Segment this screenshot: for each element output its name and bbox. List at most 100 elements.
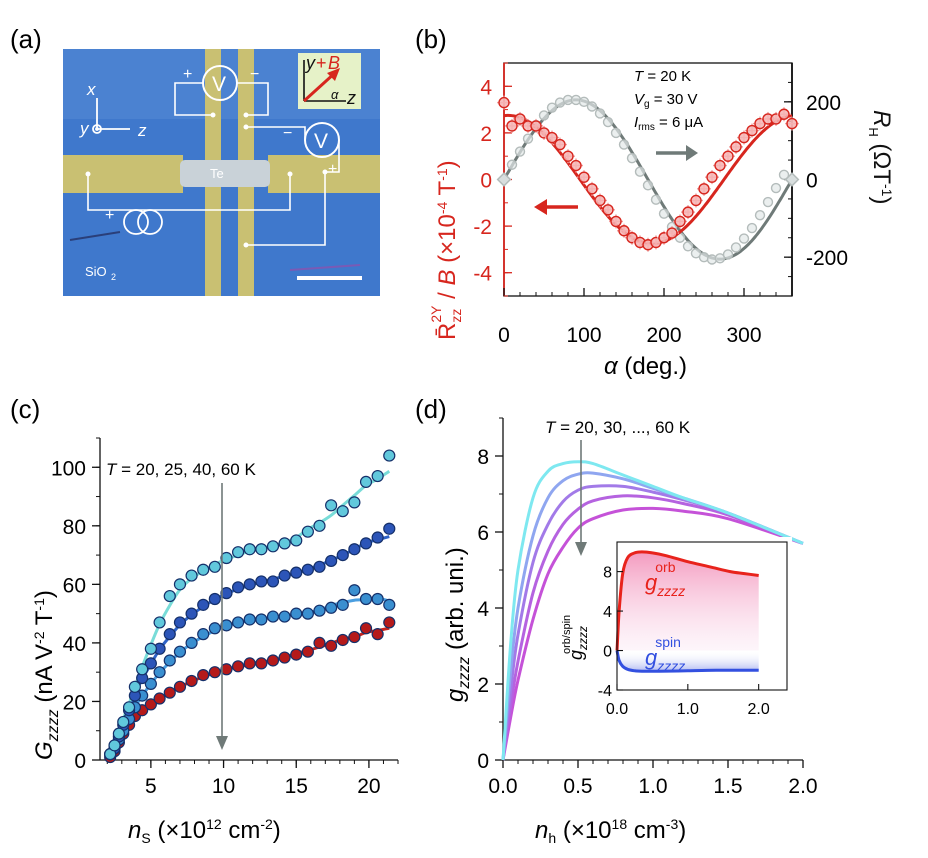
rh-point (762, 196, 774, 208)
inset-ytick-label: 4 (603, 604, 612, 621)
rh-point (626, 152, 638, 164)
r2y-point (594, 194, 606, 207)
c-point (383, 522, 396, 535)
c-point (220, 587, 233, 600)
ylabel-left: R̄zz2Y / B (×10-4 T-1) (428, 160, 464, 340)
c-point (197, 563, 210, 576)
rh-point (778, 169, 790, 181)
b-ytick-right-label: 0 (806, 170, 818, 193)
c-point (243, 543, 256, 556)
r2y-point (498, 96, 510, 109)
c-point (163, 686, 176, 699)
c-point (325, 639, 338, 652)
c-point (144, 698, 157, 711)
c-point (336, 505, 349, 518)
c-point (290, 648, 303, 661)
c-point (301, 525, 314, 538)
c-point (359, 475, 373, 489)
c-ytick-label: 60 (63, 574, 86, 597)
rh-point (682, 241, 694, 252)
inset-orb-label: gzzzzorb (645, 559, 685, 599)
c-point (153, 616, 166, 629)
temperature-arrowhead (216, 736, 228, 750)
panel-a-label: (a) (10, 24, 42, 54)
current-source-left (123, 209, 149, 235)
c-point (290, 534, 303, 547)
inset-B-label: B (328, 53, 340, 73)
c-point (266, 575, 280, 588)
b-ytick-left-label: 0 (480, 170, 492, 193)
c-point (383, 616, 396, 629)
d-ytick-label: 8 (477, 446, 489, 469)
field-direction-inset (298, 53, 361, 109)
axis-x-label: x (86, 80, 96, 99)
r2y-point (666, 227, 678, 239)
c-point (117, 715, 130, 729)
d-xtick-label: 1.0 (638, 775, 667, 798)
c-point (144, 642, 157, 655)
plot-c-ticks: 5 10 15 20 0 20 40 60 80 100 (51, 437, 399, 798)
c-point (153, 692, 166, 705)
rh-point (746, 222, 758, 234)
c-point (359, 537, 373, 550)
rh-point (578, 96, 590, 108)
r2y-point (682, 206, 694, 218)
panel-c: (c) 5 10 15 20 0 20 40 60 80 100 T = 20, 25, 40, … (10, 394, 399, 846)
r2y-point (706, 171, 718, 183)
c-ytick-label: 100 (51, 457, 86, 480)
r2y-point (554, 138, 566, 151)
axis-y-label: y (79, 119, 90, 138)
c-point (301, 607, 314, 620)
c-point (348, 496, 361, 509)
voltmeter-right-minus: − (283, 125, 292, 142)
c-xtick-label: 20 (357, 775, 380, 798)
rh-point (538, 110, 550, 121)
rh-point (770, 182, 782, 194)
c-point (348, 543, 361, 556)
b-xtick-label: 0 (498, 324, 510, 347)
c-point (290, 607, 303, 620)
xlabel-c: nS (×1012 cm-2) (128, 816, 281, 846)
c-point (153, 666, 166, 679)
plot-b-ticks: 0 100 200 300 -4 -2 0 2 4 -200 0 200 (473, 62, 848, 347)
rh-point (506, 159, 518, 170)
c-point (231, 616, 245, 629)
r2y-point (746, 124, 758, 137)
panel-b-label: (b) (415, 24, 447, 54)
c-point (243, 613, 256, 626)
r2y-point (610, 215, 622, 228)
d-ytick-label: 0 (477, 750, 489, 773)
r2y-point (618, 225, 630, 237)
annotation-gate-voltage: Vg = 30 V (634, 91, 698, 110)
c-point (185, 569, 198, 582)
annotation-d: T = 20, 30, ..., 60 K (545, 418, 691, 437)
substrate-subscript: 2 (111, 272, 116, 282)
c-point (325, 601, 338, 614)
voltmeter-right (304, 122, 340, 158)
d-xtick-label: 0.0 (488, 775, 517, 798)
c-point (108, 739, 121, 752)
c-point (313, 604, 326, 617)
rh-point (650, 194, 662, 205)
c-point (144, 677, 157, 690)
arrow-left-axis-head (534, 199, 547, 215)
b-ytick-left-label: -2 (473, 216, 492, 239)
d-ytick-label: 2 (477, 674, 489, 697)
c-point (197, 628, 210, 641)
rh-point (522, 133, 534, 144)
field-arrow (302, 70, 338, 103)
c-point (243, 657, 256, 670)
c-point (208, 560, 221, 573)
b-ytick-right-label: 200 (806, 92, 841, 115)
inset-ylabel: gzzzzorb/spin (561, 615, 590, 660)
field-arrowhead (327, 68, 340, 81)
c-point (325, 554, 338, 568)
rh-point (642, 180, 654, 191)
inset-ytick-label: -4 (598, 683, 612, 700)
voltmeter-top-symbol: V (212, 73, 226, 96)
r2y-point (586, 183, 598, 195)
r2y-point (698, 183, 710, 195)
c-point (163, 589, 176, 603)
panel-a: (a) Te x y z y + B α z (10, 24, 380, 296)
c-point (383, 598, 396, 611)
